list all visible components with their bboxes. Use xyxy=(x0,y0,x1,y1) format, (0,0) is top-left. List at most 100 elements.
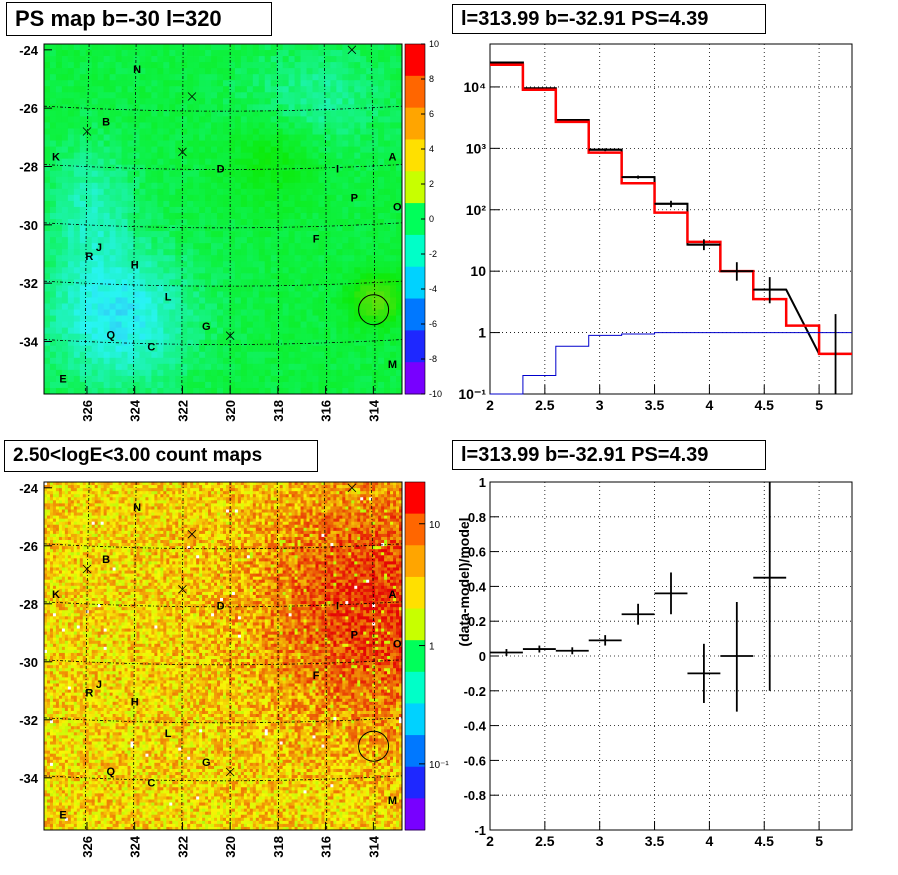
residual-y-tick-label: 0.2 xyxy=(468,614,486,629)
ps-heatmap-cells xyxy=(44,44,403,395)
residual-title: l=313.99 b=-32.91 PS=4.39 xyxy=(452,440,766,470)
residual-y-tick-label: -0.2 xyxy=(464,684,486,699)
colorbar-segment xyxy=(405,362,425,395)
cross-marker xyxy=(187,92,197,101)
source-label: M xyxy=(388,359,397,371)
source-label: K xyxy=(52,152,60,164)
source-label: F xyxy=(313,670,320,682)
map-x-tick-label: 318 xyxy=(271,400,286,422)
colorbar-segment xyxy=(405,640,425,673)
map-grid-longitude xyxy=(181,481,184,831)
map-x-tick-label: 318 xyxy=(271,836,286,858)
point-source-circle xyxy=(358,730,390,762)
colorbar-segment xyxy=(405,482,425,515)
spectrum-series-1 xyxy=(490,63,852,356)
map-x-tick-label: 316 xyxy=(319,400,334,422)
source-label: I xyxy=(336,601,339,613)
colorbar-tick-label: 10⁻¹ xyxy=(429,760,449,771)
map-x-tick-label: 326 xyxy=(80,836,95,858)
source-label: O xyxy=(393,638,402,650)
spectrum-y-tick-label: 10² xyxy=(466,202,487,218)
spectrum-x-tick-label: 2 xyxy=(486,397,494,413)
residual-y-tick-label: -0.6 xyxy=(464,753,486,768)
source-label: B xyxy=(102,117,110,129)
residual-y-tick-label: -1 xyxy=(474,823,486,838)
map-frame xyxy=(43,481,403,831)
colorbar-segment xyxy=(405,545,425,578)
map-x-tick-label: 324 xyxy=(128,835,143,857)
source-label: H xyxy=(131,260,139,272)
map-x-tick-label: 326 xyxy=(80,400,95,422)
residual-x-tick-label: 4.5 xyxy=(755,833,775,849)
map-y-tick-label: -24 xyxy=(19,43,39,58)
residual-panel: 2 2.5 3 3.5 4 4.5 5 1 0.8 0.6 0.4 0.2 0 -0.2 -0.4 -0.6 -… xyxy=(456,475,853,849)
cross-marker xyxy=(178,585,187,594)
residual-y-tick-label: 0.4 xyxy=(468,579,487,594)
source-label: R xyxy=(85,251,93,263)
source-label: C xyxy=(147,341,155,353)
map-x-tick-label: 322 xyxy=(175,836,190,858)
spectrum-x-tick-label: 4 xyxy=(705,397,713,413)
map-frame xyxy=(43,43,403,395)
colorbar-segment xyxy=(405,766,425,799)
spectrum-x-tick-label: 2.5 xyxy=(535,397,555,413)
map-y-tick-label: -34 xyxy=(19,335,39,350)
source-label: M xyxy=(388,795,397,807)
map-y-tick-label: -30 xyxy=(19,655,38,670)
colorbar-segment xyxy=(405,298,425,331)
colorbar-tick-label: -2 xyxy=(429,249,437,259)
source-label: J xyxy=(96,679,102,691)
map-y-tick-label: -24 xyxy=(19,481,39,496)
source-label: B xyxy=(102,554,110,566)
colorbar-tick-label: -10 xyxy=(429,389,442,399)
count-map-title: 2.50<logE<3.00 count maps xyxy=(4,440,318,472)
cross-marker xyxy=(82,127,92,136)
spectrum-y-tick-label: 10³ xyxy=(466,140,487,156)
spectrum-y-tick-label: 10 xyxy=(470,263,486,279)
source-label: N xyxy=(133,64,141,76)
colorbar-segment xyxy=(405,75,425,109)
spectrum-frame xyxy=(489,43,853,395)
spectrum-title: l=313.99 b=-32.91 PS=4.39 xyxy=(452,4,766,34)
cross-marker xyxy=(225,331,235,340)
residual-x-tick-label: 2.5 xyxy=(535,833,555,849)
colorbar-tick-label: 1 xyxy=(429,642,435,653)
spectrum-x-tick-label: 3 xyxy=(596,397,604,413)
map-y-tick-label: -26 xyxy=(19,539,38,554)
map-x-tick-label: 314 xyxy=(366,399,381,421)
colorbar-segment xyxy=(405,266,425,300)
map-grid-longitude xyxy=(276,481,279,831)
colorbar-segment xyxy=(405,798,425,831)
colorbar-segment xyxy=(405,735,425,768)
source-label: E xyxy=(59,809,66,821)
colorbar-segment xyxy=(405,608,425,641)
source-label: P xyxy=(351,193,358,205)
source-label: C xyxy=(147,778,155,790)
map-grid-longitude xyxy=(133,481,137,831)
colorbar-segment xyxy=(405,44,425,77)
source-label: Q xyxy=(107,330,116,342)
map-y-tick-label: -32 xyxy=(19,713,38,728)
cross-marker xyxy=(187,529,197,539)
colorbar-segment xyxy=(405,330,425,363)
cross-marker xyxy=(347,45,357,55)
spectrum-x-tick-label: 4.5 xyxy=(755,397,775,413)
colorbar-segment xyxy=(405,234,425,268)
source-label: D xyxy=(217,601,225,613)
count-map-panel: -24 -26 -28 -30 -32 -34 326 324 322 320 318 316 314 N… xyxy=(19,481,449,858)
colorbar-tick-label: -6 xyxy=(429,319,437,329)
residual-x-tick-label: 3.5 xyxy=(645,833,665,849)
map-x-tick-label: 316 xyxy=(319,836,334,858)
map-x-tick-label: 324 xyxy=(128,399,143,421)
map-x-tick-label: 314 xyxy=(366,835,381,857)
count-map-grid xyxy=(43,481,403,831)
source-label: E xyxy=(59,373,66,385)
residual-y-tick-label: 1 xyxy=(479,475,486,490)
source-label: F xyxy=(313,233,320,245)
source-label: D xyxy=(217,163,225,175)
spectrum-y-tick-label: 10⁴ xyxy=(464,79,487,95)
colorbar-tick-label: 2 xyxy=(429,179,434,189)
colorbar-tick-label: -8 xyxy=(429,354,437,364)
cross-marker xyxy=(347,483,357,493)
